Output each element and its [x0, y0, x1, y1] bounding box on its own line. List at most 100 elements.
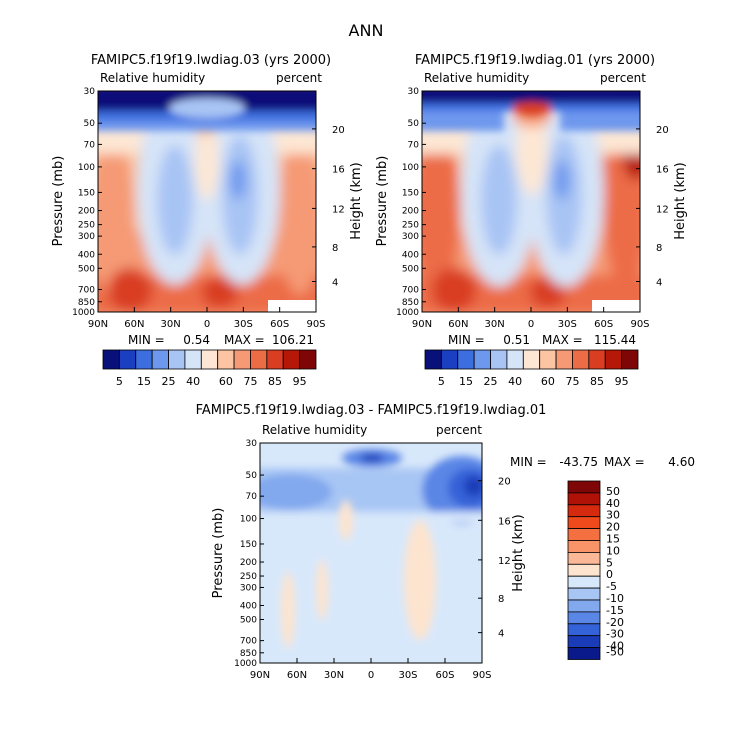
y-tick-label: 400 — [402, 250, 419, 260]
y-tick-label: 250 — [240, 572, 257, 582]
x-tick-label: 90S — [306, 319, 325, 330]
panel-1-y-label-right: Height (km) — [349, 162, 364, 239]
colorbar-swatch — [567, 611, 601, 625]
x-tick-label: 0 — [204, 319, 210, 330]
panel-1-missing-data — [268, 300, 316, 312]
y-tick-label: 30 — [408, 87, 420, 97]
colorbar-swatch — [168, 349, 186, 370]
colorbar-swatch — [233, 349, 251, 370]
y-tick-label: 500 — [240, 616, 257, 626]
x-tick-label: 30S — [558, 319, 577, 330]
y-tick-label: 400 — [240, 602, 257, 612]
panel-1-max-label: MAX = — [224, 333, 265, 347]
y-right-tick-label: 4 — [498, 629, 504, 640]
y-right-tick-label: 16 — [332, 165, 345, 176]
colorbar-swatch — [424, 349, 442, 370]
panel-2-strat-dark — [422, 91, 640, 103]
panel-1-min-label: MIN = — [128, 333, 165, 347]
y-tick-label: 250 — [402, 221, 419, 231]
panel-1-low-left-red — [108, 268, 152, 312]
x-tick-label: 30N — [485, 319, 505, 330]
panel-1-units-label: percent — [276, 71, 322, 85]
colorbar-swatch — [567, 563, 601, 577]
panel-2-title: FAMIPC5.f19f19.lwdiag.01 (yrs 2000) — [415, 53, 655, 68]
panel-1-left-dry-core — [157, 145, 193, 255]
colorbar-swatch — [299, 349, 317, 370]
panel-3-max-value: 4.60 — [668, 455, 695, 469]
panel-1-right-red-region — [278, 135, 316, 295]
colorbar-label: 10 — [606, 544, 620, 557]
colorbar-swatch — [151, 349, 169, 370]
y-tick-label: 100 — [78, 163, 95, 173]
panel-2: FAMIPC5.f19f19.lwdiag.01 (yrs 2000) Rela… — [375, 53, 688, 388]
y-tick-label: 500 — [78, 264, 95, 274]
colorbar-swatch — [567, 647, 601, 660]
y-tick-label: 300 — [78, 232, 95, 242]
y-tick-label: 200 — [78, 207, 95, 217]
x-tick-label: 60S — [435, 670, 454, 681]
panel-1-tropical-moist-column — [195, 120, 219, 200]
panel-1-left-red-region — [98, 135, 134, 295]
colorbar-swatch — [506, 349, 524, 370]
x-tick-label: 60S — [270, 319, 289, 330]
colorbar-swatch — [567, 623, 601, 637]
y-tick-label: 850 — [78, 298, 95, 308]
colorbar-swatch — [250, 349, 268, 370]
y-tick-label: 150 — [78, 188, 95, 198]
y-tick-label: 150 — [240, 540, 257, 550]
panel-3-units-label: percent — [436, 423, 482, 437]
y-right-tick-label: 8 — [332, 243, 338, 254]
colorbar-swatch — [555, 349, 573, 370]
y-tick-label: 1000 — [234, 659, 257, 669]
colorbar-label: 5 — [116, 375, 123, 388]
panel-3-y-label-right: Height (km) — [511, 514, 526, 591]
panel-3-plot — [260, 443, 482, 663]
panel-3-right-negative-center — [464, 476, 482, 496]
panel-3-positive-left-column — [281, 572, 295, 648]
panel-1-plot — [98, 91, 316, 312]
panel-3-positive-surface — [316, 560, 328, 620]
colorbar-swatch — [135, 349, 153, 370]
x-tick-label: 60N — [124, 319, 144, 330]
y-tick-label: 850 — [240, 649, 257, 659]
y-tick-label: 200 — [402, 207, 419, 217]
y-tick-label: 50 — [84, 119, 96, 129]
colorbar-swatch — [567, 575, 601, 589]
y-right-tick-label: 20 — [656, 125, 669, 136]
panel-2-x-axis: 90N 60N 30N 0 30S 60S 90S — [412, 307, 650, 330]
x-tick-label: 90S — [472, 670, 491, 681]
x-tick-label: 30N — [324, 670, 344, 681]
panel-2-missing-data — [592, 300, 640, 312]
panel-3-upper-clean-band — [260, 512, 482, 522]
panel-2-variable-label: Relative humidity — [424, 71, 529, 85]
x-tick-label: 30S — [398, 670, 417, 681]
x-tick-label: 60N — [448, 319, 468, 330]
colorbar-swatch — [567, 587, 601, 601]
colorbar-label: 15 — [137, 375, 151, 388]
colorbar-label: 25 — [484, 375, 498, 388]
y-tick-label: 700 — [402, 286, 419, 296]
colorbar-label: 85 — [268, 375, 282, 388]
panel-1-low-mid-red — [202, 276, 238, 308]
y-tick-label: 850 — [402, 298, 419, 308]
y-tick-label: 1000 — [72, 308, 95, 318]
colorbar-swatch — [266, 349, 284, 370]
panel-3-max-label: MAX = — [604, 455, 645, 469]
panel-3-title: FAMIPC5.f19f19.lwdiag.03 - FAMIPC5.f19f1… — [196, 403, 547, 418]
y-tick-label: 200 — [240, 558, 257, 568]
colorbar-swatch — [102, 349, 120, 370]
colorbar-label: 40 — [186, 375, 200, 388]
colorbar-swatch — [567, 552, 601, 565]
colorbar-swatch — [567, 635, 601, 649]
panel-1-colorbar: 5 15 25 40 60 75 85 95 — [102, 349, 317, 388]
colorbar-label: 15 — [459, 375, 473, 388]
colorbar-swatch — [588, 349, 606, 370]
colorbar-swatch — [522, 349, 541, 370]
panel-3-positive-mid-column — [339, 500, 353, 540]
panel-2-y-label: Pressure (mb) — [375, 156, 390, 247]
colorbar-label: 75 — [565, 375, 579, 388]
figure-title: ANN — [349, 21, 384, 40]
y-right-tick-label: 4 — [656, 278, 662, 289]
colorbar-label: 30 — [606, 509, 620, 522]
